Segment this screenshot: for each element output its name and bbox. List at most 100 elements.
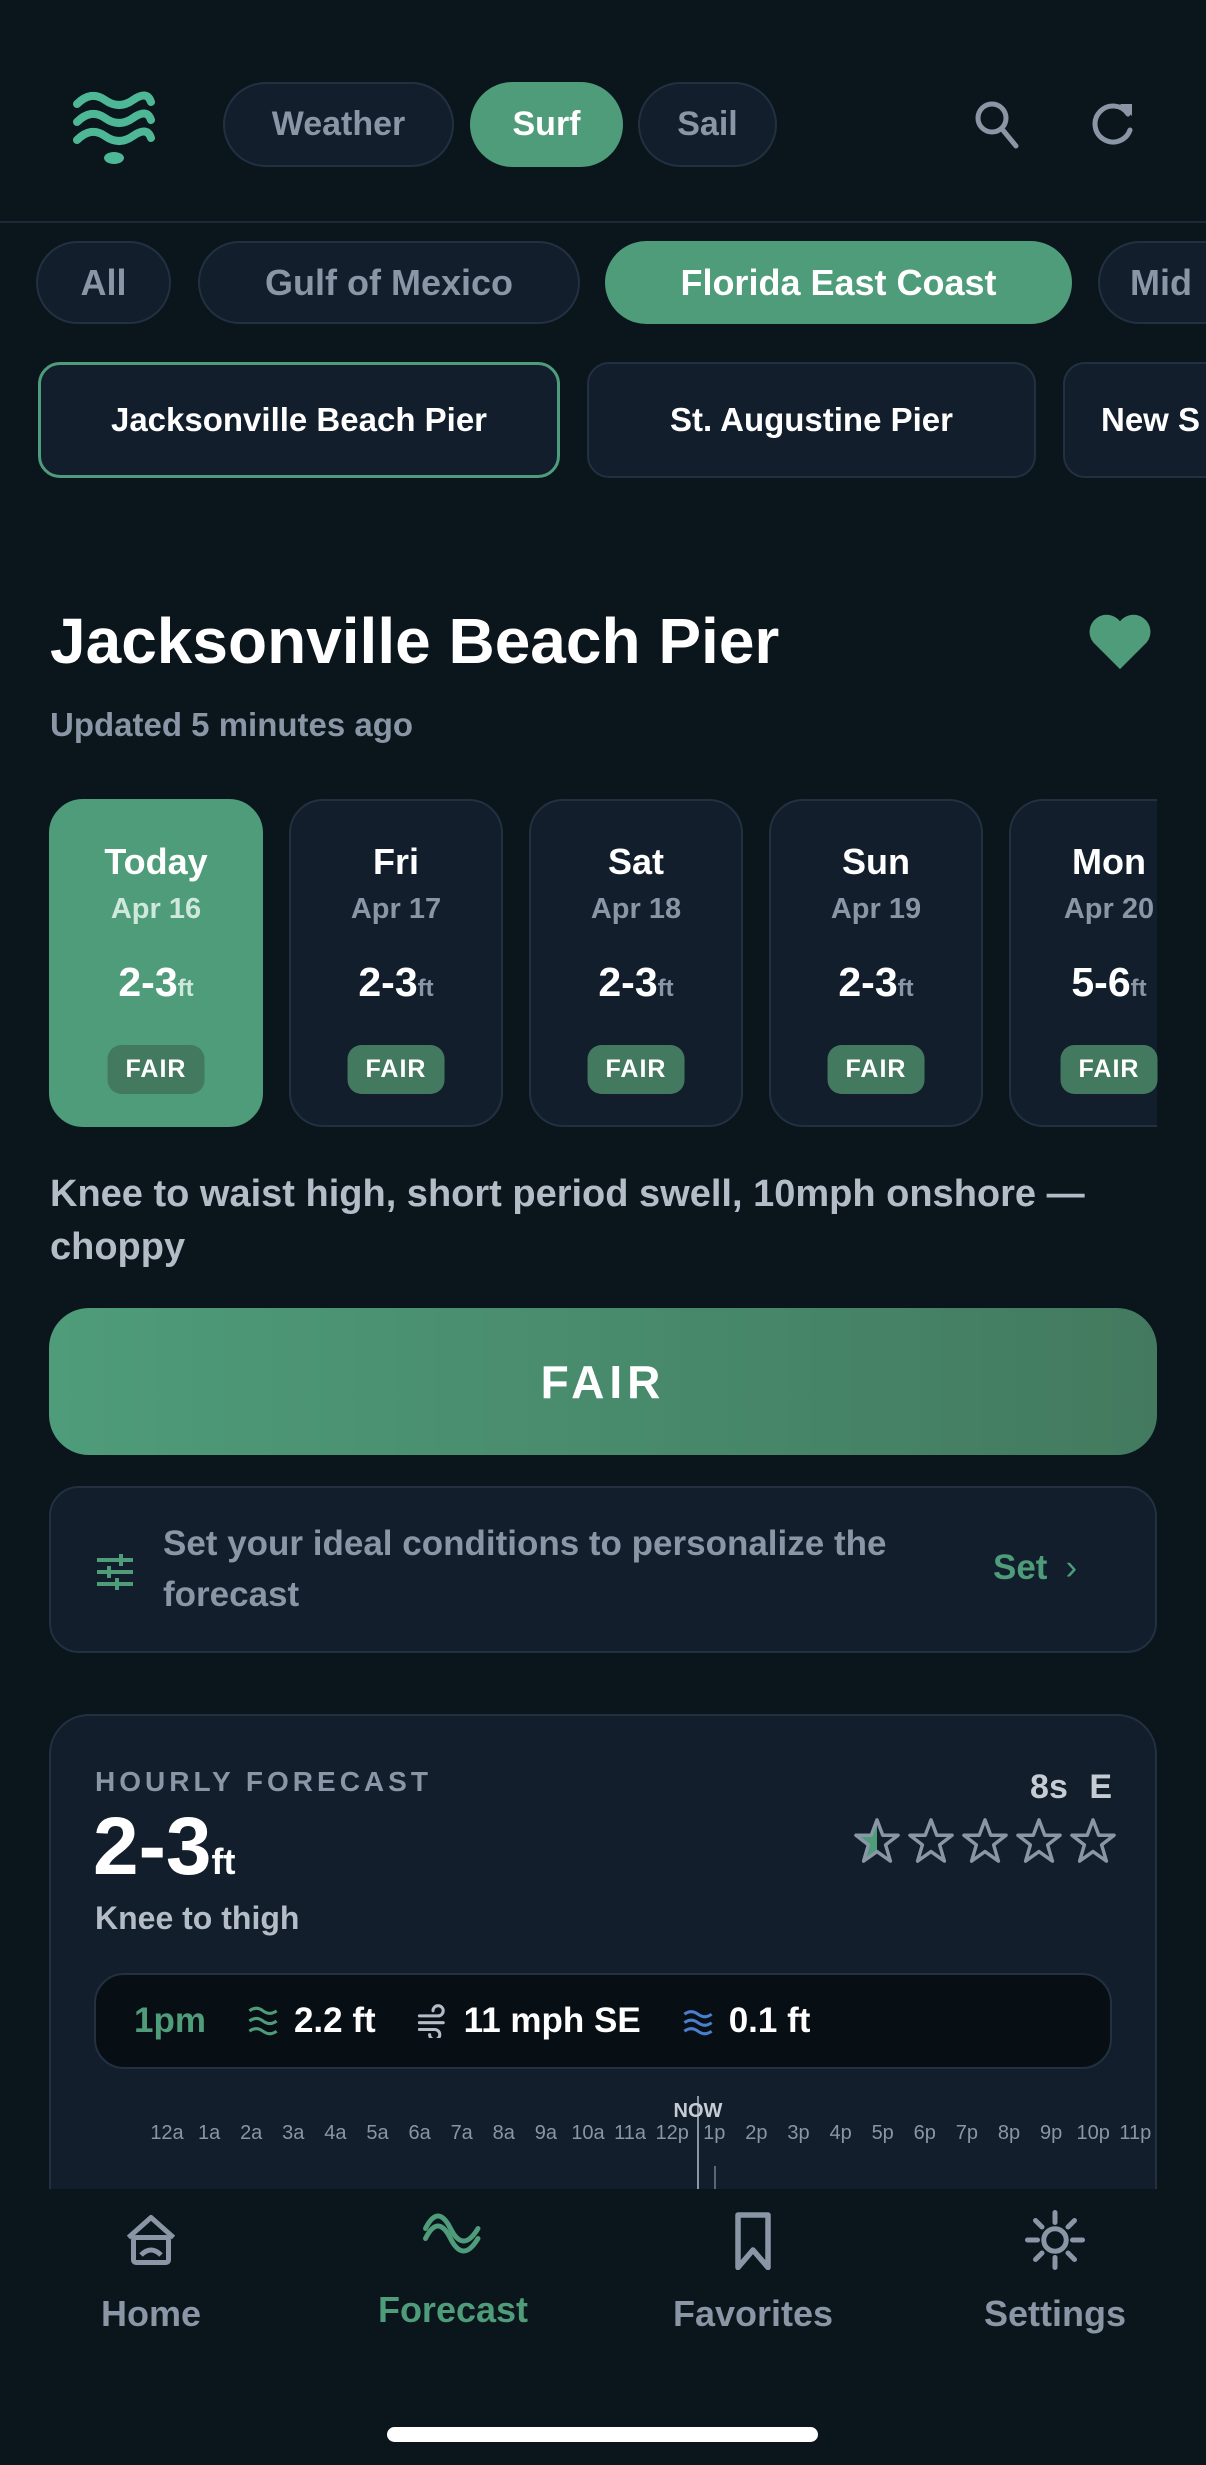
day-date: Apr 19 (830, 893, 922, 925)
hour-label[interactable]: 12p (655, 2122, 689, 2144)
day-height: 5-6ft (1071, 959, 1147, 1005)
hour-label[interactable]: 7p (955, 2122, 979, 2144)
search-icon[interactable] (972, 98, 1024, 150)
now-indicator-line (697, 2096, 699, 2196)
hour-label[interactable]: 10p (1076, 2122, 1110, 2144)
swell-height: 2.2 ft (293, 2001, 376, 2040)
mode-tab-weather[interactable]: Weather (223, 82, 454, 167)
hourly-description: Knee to thigh (95, 1900, 300, 1936)
home-indicator[interactable] (387, 2427, 818, 2442)
bookmark-icon (735, 2212, 771, 2271)
rating-badge: FAIR (827, 1045, 925, 1094)
star-icon (908, 1818, 954, 1863)
swell-icon (248, 2006, 278, 2036)
region-chip-florida-east-coast[interactable]: Florida East Coast (605, 241, 1072, 324)
hour-label[interactable]: 3a (282, 2122, 305, 2144)
hour-label[interactable]: 5p (871, 2122, 894, 2144)
conditions-summary: Knee to waist high, short period swell, … (50, 1173, 1085, 1268)
sliders-icon (97, 1554, 133, 1590)
day-card-sat[interactable]: Sat Apr 18 2-3ft FAIR (529, 799, 743, 1127)
heart-icon[interactable] (1086, 610, 1154, 672)
day-height: 2-3ft (838, 959, 914, 1005)
hour-label[interactable]: 2p (745, 2122, 768, 2144)
now-label: NOW (673, 2100, 723, 2122)
hour-tick (714, 2166, 716, 2190)
tab-bar (0, 2189, 1206, 2465)
wind-speed: 11 mph SE (463, 2001, 641, 2040)
day-date: Apr 18 (590, 893, 682, 925)
day-card-today[interactable]: Today Apr 16 2-3ft FAIR (49, 799, 263, 1127)
hour-label[interactable]: 5a (366, 2122, 389, 2144)
rating-badge: FAIR (347, 1045, 445, 1094)
rating-badge: FAIR (1060, 1045, 1158, 1094)
day-name: Sun (842, 841, 910, 882)
day-date: Apr 20 (1063, 893, 1155, 925)
day-name: Mon (1072, 841, 1146, 882)
wind-icon (417, 2004, 445, 2038)
hour-label[interactable]: 10a (571, 2122, 605, 2144)
day-name: Sat (607, 841, 665, 882)
star-rating (846, 1818, 1116, 1869)
header-divider (0, 221, 1206, 223)
refresh-icon[interactable] (1088, 98, 1140, 150)
hour-label[interactable]: 1p (703, 2122, 726, 2144)
tide-icon (683, 2010, 713, 2036)
hour-label[interactable]: 11a (614, 2122, 647, 2144)
hourly-heading: HOURLY FORECAST (95, 1766, 432, 1797)
hour-label[interactable]: 4a (324, 2122, 347, 2144)
hour-label[interactable]: 8a (492, 2122, 515, 2144)
region-chip-gulf-of-mexico[interactable]: Gulf of Mexico (198, 241, 580, 324)
rating-bar: FAIR (49, 1308, 1157, 1455)
home-icon (126, 2215, 176, 2265)
current-time: 1pm (134, 2001, 206, 2040)
tab-favorites[interactable]: Favorites (628, 2210, 878, 2335)
spot-chip-jacksonville-beach-pier[interactable]: Jacksonville Beach Pier (38, 362, 560, 478)
tab-home[interactable]: Home (26, 2210, 276, 2335)
star-icon (1070, 1818, 1116, 1863)
spot-chip-st-augustine-pier[interactable]: St. Augustine Pier (587, 362, 1036, 478)
hour-label[interactable]: 1a (197, 2122, 221, 2144)
current-conditions-row: 1pm 2.2 ft 11 mph SE 0.1 ft (94, 1973, 1112, 2069)
day-name: Fri (372, 841, 419, 882)
hour-label[interactable]: 9a (534, 2122, 558, 2144)
mode-tab-surf[interactable]: Surf (470, 82, 623, 167)
updated-timestamp: Updated 5 minutes ago (50, 706, 414, 743)
region-chip-mid[interactable]: Mid (1098, 241, 1206, 324)
rating-badge: FAIR (587, 1045, 685, 1094)
day-card-sun[interactable]: Sun Apr 19 2-3ft FAIR (769, 799, 983, 1127)
wave-icon (423, 2213, 481, 2254)
preferences-card[interactable]: Set your ideal conditions to personalize… (49, 1486, 1157, 1653)
star-icon (854, 1818, 900, 1863)
tide-height: 0.1 ft (728, 2001, 811, 2040)
preferences-text: Set your ideal conditions to personalize… (163, 1524, 887, 1614)
tab-settings[interactable]: Settings (930, 2210, 1180, 2335)
hour-label[interactable]: 11p (1119, 2122, 1152, 2144)
hour-label[interactable]: 2a (240, 2122, 263, 2144)
set-preferences-button[interactable]: Set › (993, 1548, 1078, 1587)
day-date: Apr 17 (350, 893, 442, 925)
hour-label[interactable]: 3p (787, 2122, 810, 2144)
waves-logo-icon (73, 91, 155, 164)
hour-label[interactable]: 6p (913, 2122, 936, 2144)
day-card-fri[interactable]: Fri Apr 17 2-3ft FAIR (289, 799, 503, 1127)
hour-label[interactable]: 12a (150, 2122, 184, 2144)
hour-label[interactable]: 8p (997, 2122, 1021, 2144)
star-icon (962, 1818, 1008, 1863)
hour-label[interactable]: 7a (450, 2122, 473, 2144)
swell-period-direction: 8s E (1030, 1768, 1112, 1806)
day-card-mon[interactable]: Mon Apr 20 5-6ft FAIR (1009, 799, 1158, 1127)
chevron-right-icon: › (1065, 1548, 1078, 1587)
spot-chip-new[interactable]: New S (1063, 362, 1206, 478)
page-title: Jacksonville Beach Pier (50, 605, 780, 677)
day-date: Apr 16 (110, 893, 202, 925)
day-height: 2-3ft (118, 959, 194, 1005)
hourly-height: 2-3ft (93, 1801, 236, 1892)
hour-label[interactable]: 9p (1039, 2122, 1063, 2144)
hour-label[interactable]: 4p (829, 2122, 852, 2144)
mode-tab-sail[interactable]: Sail (638, 82, 777, 167)
hour-label[interactable]: 6a (408, 2122, 431, 2144)
day-height: 2-3ft (598, 959, 674, 1005)
region-chip-all[interactable]: All (36, 241, 171, 324)
star-icon (1016, 1818, 1062, 1863)
tab-forecast[interactable]: Forecast (328, 2206, 578, 2331)
